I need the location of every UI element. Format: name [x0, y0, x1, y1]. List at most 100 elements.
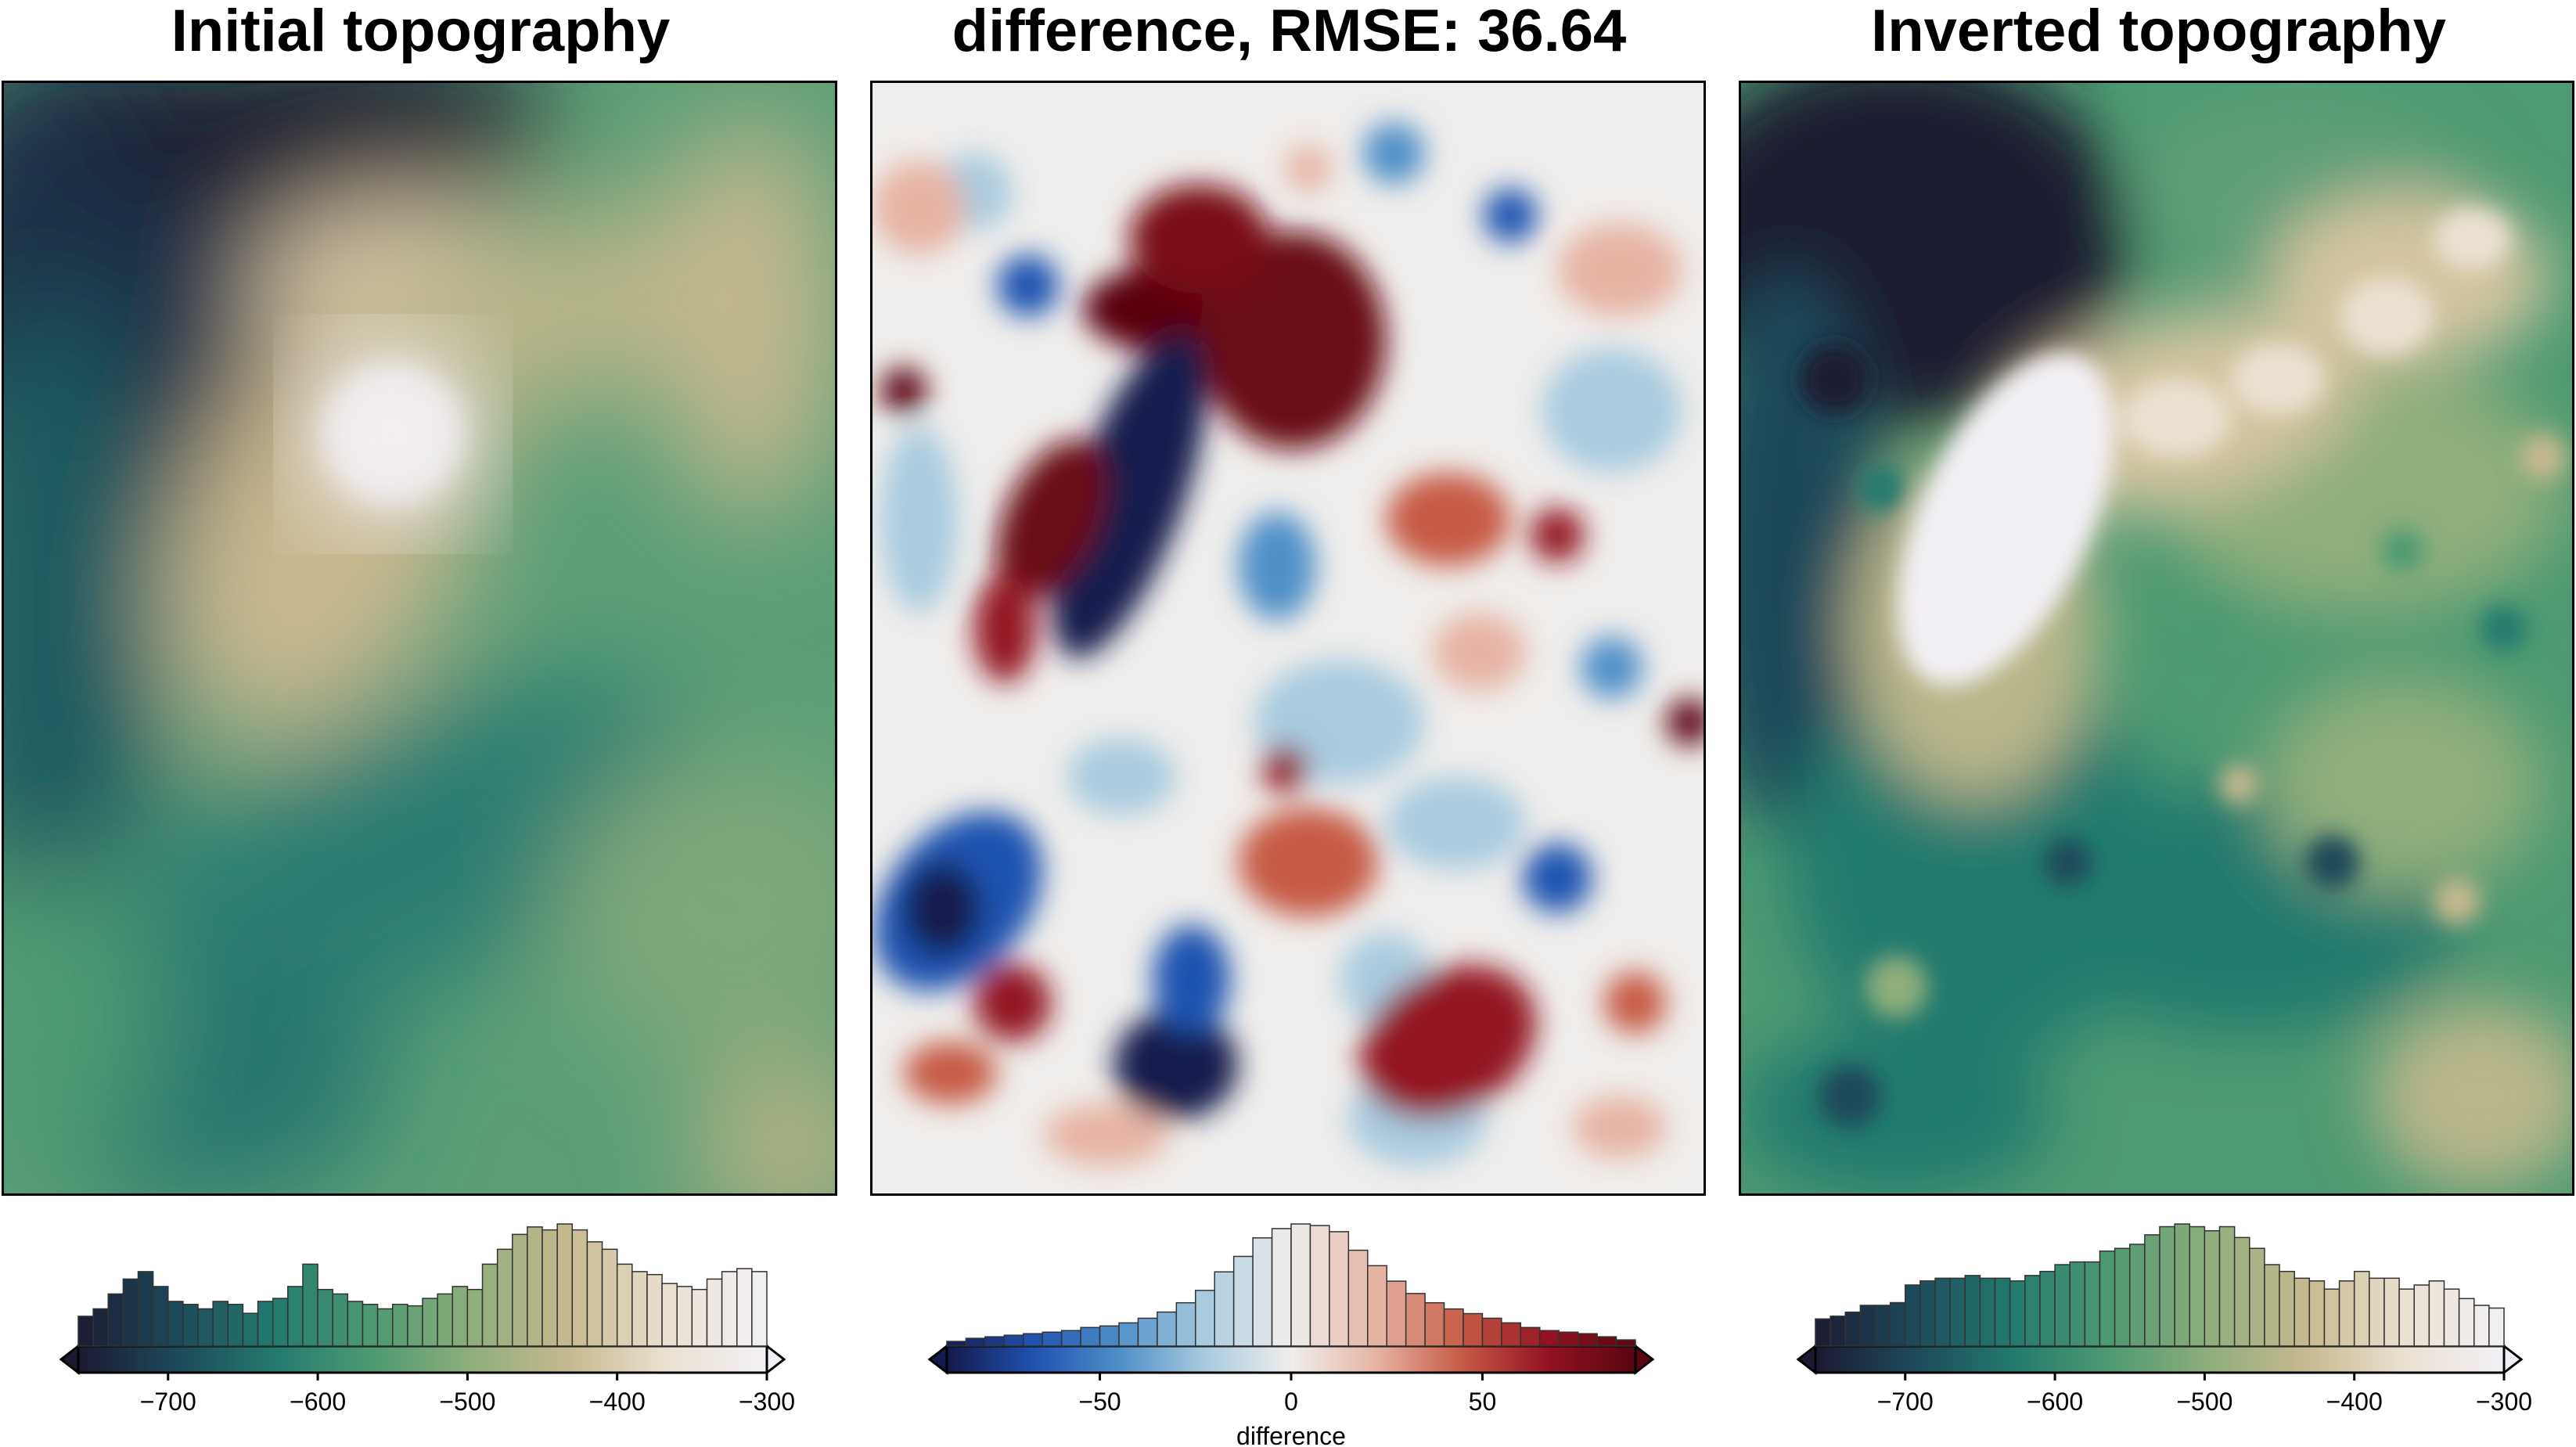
colorbar-segment	[2244, 1346, 2248, 1373]
colorbar-segment	[254, 1346, 257, 1373]
colorbar-segment	[975, 1346, 979, 1373]
histogram-bar	[2204, 1229, 2221, 1347]
colorbar-segment	[2169, 1346, 2173, 1373]
histogram-bar	[2249, 1247, 2265, 1347]
histogram-bar	[1386, 1280, 1407, 1347]
colorbar-segment	[1244, 1346, 1248, 1373]
histogram-bar	[646, 1273, 663, 1347]
colorbar-segment	[1376, 1346, 1380, 1373]
colorbar-segment	[2454, 1346, 2458, 1373]
colorbar-segment	[1963, 1346, 1966, 1373]
colorbar-segment	[294, 1346, 298, 1373]
colorbar-segment	[482, 1346, 486, 1373]
colorbar-segment	[2035, 1346, 2038, 1373]
histogram-bar	[1520, 1326, 1541, 1347]
histogram-bar	[1367, 1265, 1387, 1347]
histogram-bar	[1829, 1316, 1847, 1347]
colorbar-segment	[717, 1346, 721, 1373]
colorbar-segment	[1213, 1346, 1217, 1373]
colorbar-segment	[720, 1346, 724, 1373]
colorbar-segment	[1934, 1346, 1938, 1373]
colorbar-segment	[1451, 1346, 1455, 1373]
colorbar-segment	[2366, 1346, 2370, 1373]
colorbar-segment	[1959, 1346, 1963, 1373]
colorbar-segment	[1169, 1346, 1173, 1373]
colorbar-segment	[1150, 1346, 1154, 1373]
histogram-bar	[1934, 1277, 1951, 1347]
colorbar-segment	[1232, 1346, 1236, 1373]
colorbar-segment	[2216, 1346, 2220, 1373]
colorbar-segment	[479, 1346, 483, 1373]
colorbar-segment	[1297, 1346, 1301, 1373]
colorbar-segment	[1894, 1346, 1898, 1373]
colorbar-segment	[1241, 1346, 1245, 1373]
histogram-bar	[1919, 1280, 1936, 1347]
colorbar-segment	[2429, 1346, 2433, 1373]
colorbar-segment	[1075, 1346, 1079, 1373]
colorbar-segment	[2050, 1346, 2054, 1373]
colorbar-segment	[2385, 1346, 2389, 1373]
colorbar-segment	[423, 1346, 426, 1373]
colorbar-segment	[645, 1346, 649, 1373]
colorbar-segment	[2210, 1346, 2214, 1373]
colorbar-segment	[1407, 1346, 1411, 1373]
histogram-bar	[586, 1241, 603, 1347]
colorbar-segment	[1119, 1346, 1123, 1373]
colorbar-segment	[764, 1346, 768, 1373]
colorbar-segment	[1344, 1346, 1348, 1373]
histogram-bar	[2159, 1226, 2175, 1347]
colorbar-segment	[2044, 1346, 2048, 1373]
colorbar-segment	[1526, 1346, 1530, 1373]
histogram-bar	[1949, 1277, 1966, 1347]
colorbar-tick-label: −400	[2326, 1388, 2383, 1416]
colorbar-segment	[579, 1346, 583, 1373]
colorbar-segment	[704, 1346, 708, 1373]
colorbar-segment	[2376, 1346, 2380, 1373]
colorbar-segment	[682, 1346, 686, 1373]
colorbar-segment	[657, 1346, 661, 1373]
colorbar-segment	[448, 1346, 452, 1373]
histogram-bar	[77, 1316, 94, 1347]
colorbar-segment	[1623, 1346, 1627, 1373]
colorbar-segment	[757, 1346, 761, 1373]
colorbar-segment	[2351, 1346, 2355, 1373]
histogram-bar	[2384, 1277, 2400, 1347]
colorbar-segment	[1604, 1346, 1608, 1373]
colorbar-segment	[1542, 1346, 1545, 1373]
histogram-bar	[347, 1301, 364, 1347]
histogram-bar	[616, 1263, 633, 1347]
colorbar-segment	[2175, 1346, 2179, 1373]
colorbar-segment	[761, 1346, 765, 1373]
histogram-bar	[2443, 1288, 2460, 1347]
colorbar-segment	[2407, 1346, 2411, 1373]
colorbar-segment	[197, 1346, 201, 1373]
colorbar-segment	[2438, 1346, 2442, 1373]
colorbar-segment	[1969, 1346, 1973, 1373]
colorbar-segment	[2072, 1346, 2076, 1373]
colorbar-segment	[2291, 1346, 2295, 1373]
histogram-bar	[1214, 1271, 1235, 1347]
colorbar-segment	[113, 1346, 117, 1373]
colorbar-segment	[344, 1346, 348, 1373]
colorbar-segment	[2110, 1346, 2114, 1373]
colorbar-segment	[529, 1346, 533, 1373]
colorbar-segment	[2495, 1346, 2499, 1373]
colorbar-segment	[679, 1346, 683, 1373]
colorbar-segment	[2301, 1346, 2304, 1373]
colorbar-segment	[2009, 1346, 2013, 1373]
colorbar-segment	[307, 1346, 311, 1373]
colorbar-segment	[707, 1346, 711, 1373]
colorbar-segment	[388, 1346, 392, 1373]
colorbar-segment	[235, 1346, 239, 1373]
colorbar-segment	[742, 1346, 746, 1373]
histogram-bar	[2128, 1244, 2146, 1347]
colorbar-segment	[2141, 1346, 2145, 1373]
colorbar-segment	[172, 1346, 176, 1373]
colorbar-segment	[613, 1346, 617, 1373]
colorbar-segment	[2138, 1346, 2142, 1373]
colorbar-segment	[2238, 1346, 2242, 1373]
colorbar-upper-extend-triangle	[765, 1343, 786, 1376]
colorbar-segment	[313, 1346, 317, 1373]
colorbar-segment	[1551, 1346, 1555, 1373]
colorbar-segment	[1216, 1346, 1220, 1373]
